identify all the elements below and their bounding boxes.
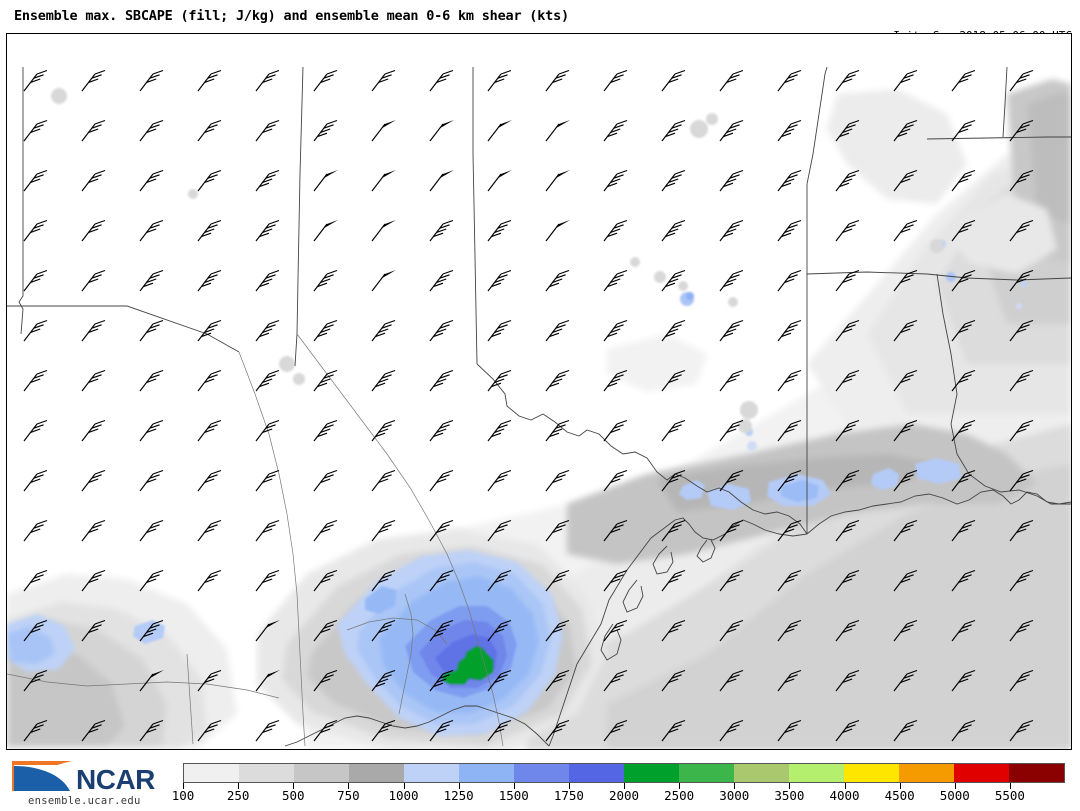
colorbar-tick bbox=[458, 783, 460, 789]
colorbar-tick-label: 2000 bbox=[608, 788, 640, 803]
colorbar-segment-2500 bbox=[679, 764, 734, 782]
colorbar-segment-1500 bbox=[514, 764, 569, 782]
geography-layer bbox=[7, 66, 1071, 747]
colorbar-tick bbox=[348, 783, 350, 789]
colorbar-tick-label: 5500 bbox=[994, 788, 1025, 803]
colorbar-tick-label: 1000 bbox=[388, 788, 419, 803]
colorbar-tick bbox=[1009, 783, 1011, 789]
svg-text:NCAR: NCAR bbox=[76, 764, 155, 795]
colorbar-tick bbox=[513, 783, 515, 789]
colorbar-tick bbox=[403, 783, 405, 789]
colorbar-tick-label: 5000 bbox=[939, 788, 970, 803]
ncar-logo-icon: NCAR bbox=[12, 761, 156, 795]
colorbar-segment-5500 bbox=[1009, 764, 1064, 782]
colorbar-tick-label: 4000 bbox=[829, 788, 860, 803]
colorbar-tick-label: 3500 bbox=[774, 788, 805, 803]
colorbar-segment-2000 bbox=[624, 764, 679, 782]
colorbar-tick-label: 500 bbox=[281, 788, 305, 803]
ncar-logo[interactable]: NCAR ensemble.ucar.edu bbox=[6, 757, 171, 807]
colorbar-segment-5000 bbox=[954, 764, 1009, 782]
colorbar-tick bbox=[238, 783, 240, 789]
colorbar-segment-3500 bbox=[789, 764, 844, 782]
page-title: Ensemble max. SBCAPE (fill; J/kg) and en… bbox=[14, 8, 569, 24]
colorbar-tick-label: 4500 bbox=[884, 788, 915, 803]
colorbar-tick-label: 1500 bbox=[498, 788, 529, 803]
colorbar-tick-label: 1250 bbox=[443, 788, 474, 803]
colorbar-tick bbox=[183, 783, 184, 789]
colorbar-segment-1250 bbox=[459, 764, 514, 782]
colorbar-segment-750 bbox=[349, 764, 404, 782]
colorbar-tick-label: 1750 bbox=[553, 788, 584, 803]
colorbar-segment-3000 bbox=[734, 764, 789, 782]
colorbar-swatches bbox=[183, 763, 1065, 783]
colorbar-tick-label: 250 bbox=[226, 788, 250, 803]
footer: NCAR ensemble.ucar.edu 100 250 500 750 1000 1… bbox=[0, 752, 1080, 810]
colorbar-segment-1750 bbox=[569, 764, 624, 782]
colorbar-tick-label: 100 bbox=[171, 788, 195, 803]
map-frame[interactable] bbox=[6, 33, 1072, 750]
colorbar-segment-4000 bbox=[844, 764, 899, 782]
colorbar-segment-100 bbox=[184, 764, 239, 782]
colorbar-tick bbox=[899, 783, 901, 789]
colorbar-tick bbox=[679, 783, 681, 789]
colorbar-ticks bbox=[183, 783, 1065, 789]
colorbar-segment-1000 bbox=[404, 764, 459, 782]
colorbar-segment-250 bbox=[239, 764, 294, 782]
colorbar-tick bbox=[734, 783, 736, 789]
colorbar-tick-label: 750 bbox=[337, 788, 360, 803]
colorbar-segment-4500 bbox=[899, 764, 954, 782]
colorbar-tick bbox=[789, 783, 791, 789]
colorbar: 100 250 500 750 1000 1250 1500 1750 2000 2500 3000… bbox=[172, 763, 1065, 803]
header: Ensemble max. SBCAPE (fill; J/kg) and en… bbox=[0, 0, 1080, 83]
colorbar-labels: 100 250 500 750 1000 1250 1500 1750 2000 2500 3000… bbox=[172, 788, 1065, 806]
colorbar-tick-label: 2500 bbox=[664, 788, 695, 803]
ncar-url[interactable]: ensemble.ucar.edu bbox=[28, 795, 141, 807]
colorbar-segment-500 bbox=[294, 764, 349, 782]
colorbar-tick bbox=[568, 783, 570, 789]
colorbar-tick-label: 3000 bbox=[719, 788, 750, 803]
cape-fill-layer bbox=[7, 79, 1071, 749]
colorbar-tick bbox=[624, 783, 625, 789]
map-canvas[interactable] bbox=[7, 34, 1071, 749]
colorbar-tick bbox=[954, 783, 956, 789]
colorbar-tick bbox=[293, 783, 295, 789]
colorbar-tick bbox=[844, 783, 846, 789]
